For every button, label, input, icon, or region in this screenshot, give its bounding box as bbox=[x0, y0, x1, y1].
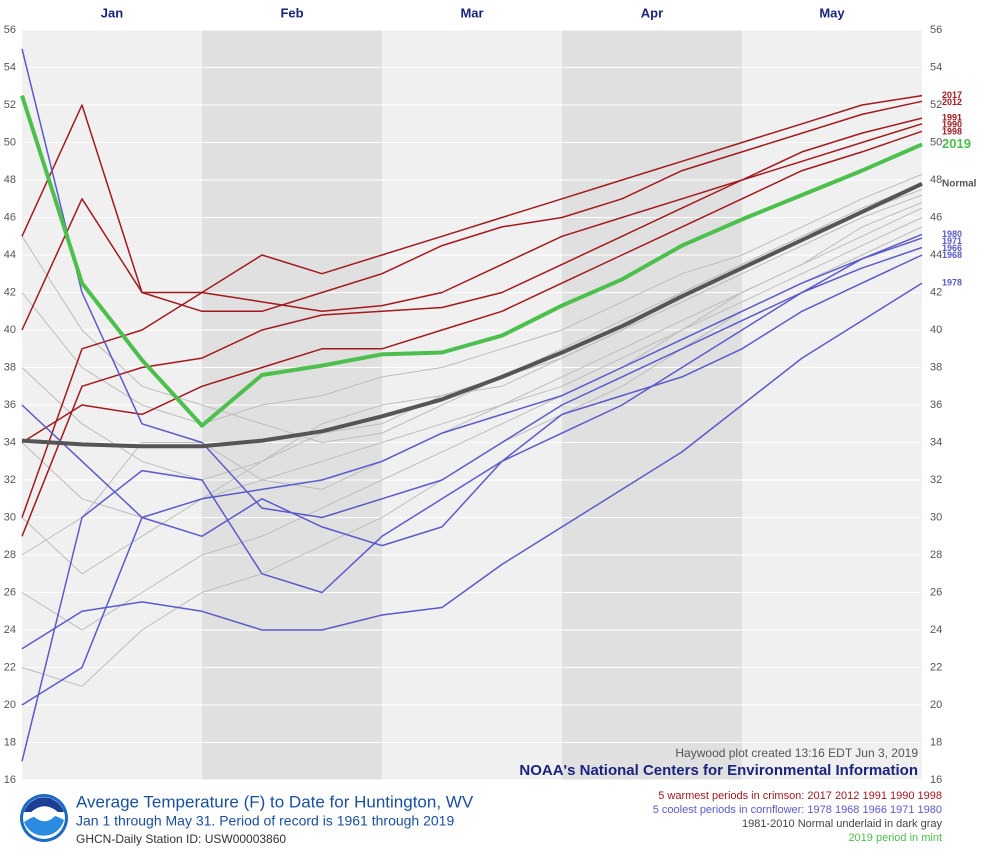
y-tick-label-right: 54 bbox=[930, 61, 942, 73]
y-tick-label-right: 22 bbox=[930, 661, 942, 673]
series-end-label: 2017 bbox=[942, 90, 962, 100]
plot-area bbox=[20, 29, 923, 781]
month-label: Mar bbox=[460, 5, 483, 20]
credit: Haywood plot created 13:16 EDT Jun 3, 20… bbox=[675, 746, 918, 760]
month-label: Jan bbox=[101, 5, 123, 20]
y-tick-label: 34 bbox=[4, 436, 16, 448]
y-tick-label: 28 bbox=[4, 549, 16, 561]
y-tick-label-right: 48 bbox=[930, 174, 942, 186]
series-end-label: 1980 bbox=[942, 229, 962, 239]
y-tick-label: 24 bbox=[4, 624, 16, 636]
y-tick-label-right: 42 bbox=[930, 286, 942, 298]
series-end-label: 1998 bbox=[942, 127, 962, 137]
y-tick-label-right: 24 bbox=[930, 624, 942, 636]
y-tick-label: 50 bbox=[4, 136, 16, 148]
series-line bbox=[21, 282, 923, 650]
series-line bbox=[21, 181, 923, 449]
y-tick-label: 22 bbox=[4, 661, 16, 673]
series-line bbox=[20, 94, 923, 428]
y-tick-label-right: 46 bbox=[930, 211, 942, 223]
legend-note: 2019 period in mint bbox=[848, 832, 942, 844]
y-tick-label: 46 bbox=[4, 211, 16, 223]
legend-note: 1981-2010 Normal underlaid in dark gray bbox=[742, 818, 942, 830]
series-line bbox=[21, 233, 923, 762]
series-line bbox=[21, 94, 923, 331]
month-label: Feb bbox=[280, 5, 303, 20]
y-tick-label-right: 38 bbox=[930, 361, 942, 373]
series-line bbox=[21, 237, 923, 706]
series-end-label: 1966 bbox=[942, 243, 962, 253]
y-tick-label: 48 bbox=[4, 174, 16, 186]
y-tick-label: 56 bbox=[4, 24, 16, 36]
y-tick-label-right: 40 bbox=[930, 324, 942, 336]
legend-note: 5 coolest periods in cornflower: 1978 19… bbox=[653, 804, 942, 816]
y-tick-label: 36 bbox=[4, 399, 16, 411]
y-tick-label: 26 bbox=[4, 586, 16, 598]
y-tick-label: 20 bbox=[4, 699, 16, 711]
y-tick-label-right: 20 bbox=[930, 699, 942, 711]
y-tick-label-right: 28 bbox=[930, 549, 942, 561]
y-tick-label-right: 36 bbox=[930, 399, 942, 411]
series-end-label: 1991 bbox=[942, 113, 962, 123]
y-tick-label-right: 26 bbox=[930, 586, 942, 598]
series-end-label: Normal bbox=[942, 178, 977, 189]
y-tick-label-right: 56 bbox=[930, 24, 942, 36]
agency: NOAA's National Centers for Environmenta… bbox=[519, 762, 918, 779]
title: Average Temperature (F) to Date for Hunt… bbox=[76, 792, 474, 811]
series-line bbox=[21, 117, 923, 518]
series-end-label: 1968 bbox=[942, 250, 962, 260]
y-tick-label-right: 30 bbox=[930, 511, 942, 523]
y-tick-label: 40 bbox=[4, 324, 16, 336]
y-tick-label: 30 bbox=[4, 511, 16, 523]
series-line bbox=[21, 254, 923, 547]
y-tick-label: 42 bbox=[4, 286, 16, 298]
month-label: Apr bbox=[641, 5, 663, 20]
series-end-label: 2012 bbox=[942, 97, 962, 107]
y-tick-label: 54 bbox=[4, 61, 16, 73]
series-line bbox=[21, 123, 923, 537]
legend-note: 5 warmest periods in crimson: 2017 2012 … bbox=[658, 790, 942, 802]
y-tick-label-right: 52 bbox=[930, 99, 942, 111]
y-tick-label-right: 18 bbox=[930, 736, 942, 748]
noaa-logo bbox=[20, 794, 68, 842]
y-tick-label-right: 44 bbox=[930, 249, 942, 261]
y-tick-label: 16 bbox=[4, 774, 16, 786]
background-line bbox=[21, 173, 923, 425]
series-line bbox=[21, 100, 923, 313]
station: GHCN-Daily Station ID: USW00003860 bbox=[76, 832, 286, 846]
y-tick-label: 18 bbox=[4, 736, 16, 748]
series-end-label: 1990 bbox=[942, 120, 962, 130]
y-tick-label-right: 32 bbox=[930, 474, 942, 486]
series-line bbox=[21, 48, 923, 519]
series-end-label: 1978 bbox=[942, 278, 962, 288]
y-tick-label: 44 bbox=[4, 249, 16, 261]
subtitle: Jan 1 through May 31. Period of record i… bbox=[76, 813, 454, 829]
month-label: May bbox=[819, 5, 845, 20]
y-tick-label: 32 bbox=[4, 474, 16, 486]
y-tick-label: 52 bbox=[4, 99, 16, 111]
y-tick-label: 38 bbox=[4, 361, 16, 373]
series-end-label: 2019 bbox=[942, 136, 971, 151]
series-end-label: 1971 bbox=[942, 236, 962, 246]
series-line bbox=[21, 130, 923, 444]
y-tick-label-right: 16 bbox=[930, 774, 942, 786]
background-line bbox=[21, 217, 923, 631]
y-tick-label-right: 50 bbox=[930, 136, 942, 148]
y-tick-label-right: 34 bbox=[930, 436, 942, 448]
background-line bbox=[21, 202, 923, 556]
